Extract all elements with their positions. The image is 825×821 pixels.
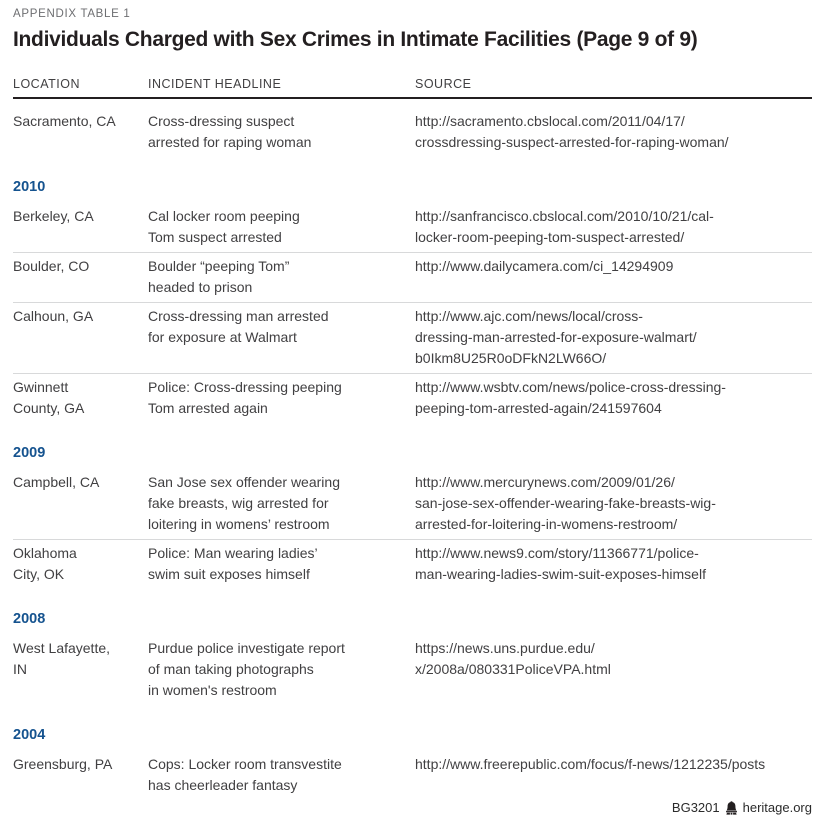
cell-location: Greensburg, PA: [13, 756, 113, 772]
document-id: BG3201: [671, 800, 720, 815]
year-label: 2010: [13, 179, 46, 195]
cell-location: Oklahoma City, OK: [13, 545, 77, 582]
year-group-2010: 2010 Berkeley, CA Cal locker room peeping …: [13, 179, 812, 423]
cell-location: Berkeley, CA: [13, 208, 94, 224]
cell-source-url[interactable]: http://www.dailycamera.com/ci_14294909: [415, 258, 674, 274]
table-row: Oklahoma City, OK Police: Man wearing lad…: [13, 539, 812, 589]
liberty-bell-icon: [725, 800, 738, 815]
page-footer: BG3201 heritage.org: [13, 800, 812, 817]
cell-incident-headline: Boulder “peeping Tom” headed to prison: [148, 258, 290, 295]
page-title: Individuals Charged with Sex Crimes in I…: [13, 28, 698, 51]
table-row: Gwinnett County, GA Police: Cross-dressin…: [13, 373, 812, 423]
year-label: 2004: [13, 727, 46, 743]
table-row: Calhoun, GA Cross-dressing man arrested f…: [13, 302, 812, 373]
cell-source-url[interactable]: http://www.freerepublic.com/focus/f-news…: [415, 756, 766, 772]
cell-location: Gwinnett County, GA: [13, 379, 85, 416]
cell-location: West Lafayette, IN: [13, 640, 111, 677]
table-row: West Lafayette, IN Purdue police investig…: [13, 635, 812, 705]
table-row: Boulder, CO Boulder “peeping Tom” headed …: [13, 252, 812, 302]
table-eyebrow: APPENDIX TABLE 1: [13, 8, 131, 20]
cell-source-url[interactable]: http://www.wsbtv.com/news/police-cross-d…: [415, 379, 726, 416]
table-header-row: LOCATION INCIDENT HEADLINE SOURCE: [13, 77, 812, 99]
cell-source-url[interactable]: http://www.ajc.com/news/local/cross- dre…: [415, 308, 697, 366]
cell-source-url[interactable]: https://news.uns.purdue.edu/ x/2008a/080…: [415, 640, 611, 677]
cell-location: Sacramento, CA: [13, 113, 116, 129]
cell-incident-headline: Cal locker room peeping Tom suspect arre…: [148, 208, 300, 245]
year-group-2009: 2009 Campbell, CA San Jose sex offender we…: [13, 445, 812, 589]
column-header-source: SOURCE: [415, 77, 472, 91]
cell-source-url[interactable]: http://sanfrancisco.cbslocal.com/2010/10…: [415, 208, 714, 245]
table-row: Greensburg, PA Cops: Locker room transves…: [13, 751, 812, 800]
cell-incident-headline: San Jose sex offender wearing fake breas…: [148, 474, 340, 532]
year-group-continued: Sacramento, CA Cross-dressing suspect arr…: [13, 99, 812, 157]
cell-incident-headline: Cross-dressing suspect arrested for rapi…: [148, 113, 312, 150]
cell-incident-headline: Police: Cross-dressing peeping Tom arres…: [148, 379, 342, 416]
cell-incident-headline: Purdue police investigate report of man …: [148, 640, 345, 698]
cell-location: Boulder, CO: [13, 258, 90, 274]
column-header-incident-headline: INCIDENT HEADLINE: [148, 77, 282, 91]
table-row: Sacramento, CA Cross-dressing suspect arr…: [13, 99, 812, 157]
year-label: 2009: [13, 445, 46, 461]
year-label: 2008: [13, 611, 46, 627]
cell-incident-headline: Cops: Locker room transvestite has cheer…: [148, 756, 342, 793]
column-header-location: LOCATION: [13, 77, 80, 91]
table-body: Sacramento, CA Cross-dressing suspect arr…: [13, 99, 812, 800]
table-row: Campbell, CA San Jose sex offender wearin…: [13, 469, 812, 539]
year-group-2004: 2004 Greensburg, PA Cops: Locker room tran…: [13, 727, 812, 800]
cell-source-url[interactable]: http://www.mercurynews.com/2009/01/26/ s…: [415, 474, 716, 532]
site-link[interactable]: heritage.org: [742, 800, 812, 815]
year-group-2008: 2008 West Lafayette, IN Purdue police inve…: [13, 611, 812, 705]
cell-incident-headline: Cross-dressing man arrested for exposure…: [148, 308, 329, 345]
cell-location: Calhoun, GA: [13, 308, 94, 324]
cell-source-url[interactable]: http://www.news9.com/story/11366771/poli…: [415, 545, 706, 582]
cell-location: Campbell, CA: [13, 474, 100, 490]
cell-incident-headline: Police: Man wearing ladies’ swim suit ex…: [148, 545, 318, 582]
table-row: Berkeley, CA Cal locker room peeping Tom …: [13, 203, 812, 252]
cell-source-url[interactable]: http://sacramento.cbslocal.com/2011/04/1…: [415, 113, 729, 150]
